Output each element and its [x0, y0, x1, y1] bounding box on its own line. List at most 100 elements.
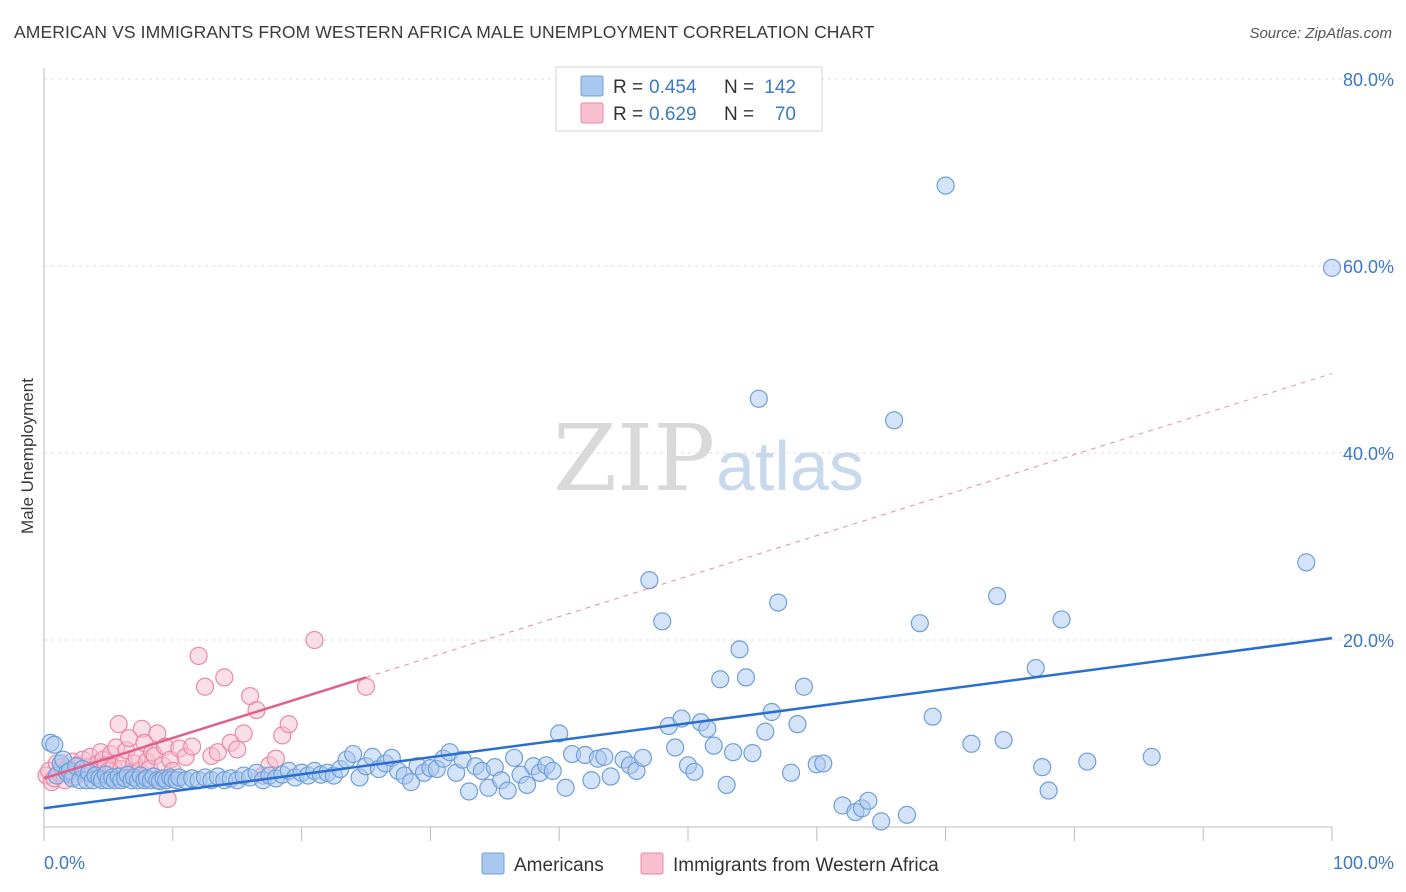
- bottom-legend-label-immigrants: Immigrants from Western Africa: [673, 855, 939, 876]
- data-point: [884, 411, 904, 430]
- data-point: [717, 775, 736, 795]
- data-point: [215, 668, 234, 687]
- data-point: [936, 176, 955, 195]
- y-tick-label: 80.0%: [1343, 70, 1394, 90]
- stats-legend: R = 0.454 N = 142 R = 0.629 N = 70: [555, 66, 823, 132]
- gridlines: [44, 78, 1392, 641]
- data-point: [601, 767, 620, 786]
- data-point: [305, 630, 324, 650]
- watermark-atlas: atlas: [716, 427, 864, 505]
- data-point: [730, 640, 749, 659]
- data-point: [814, 754, 833, 773]
- y-tick-label: 20.0%: [1343, 631, 1394, 651]
- data-point: [183, 737, 202, 756]
- data-point: [962, 734, 981, 753]
- watermark: ZIP atlas: [553, 405, 864, 512]
- bottom-legend-label-americans: Americans: [514, 855, 604, 876]
- source-label: Source: ZipAtlas.com: [1249, 25, 1392, 42]
- data-point: [266, 749, 285, 768]
- legend-n-value-americans: 142: [764, 77, 796, 98]
- data-point: [769, 593, 788, 612]
- data-point: [781, 763, 801, 782]
- data-point: [1026, 658, 1045, 678]
- y-tick-labels: 20.0% 40.0% 60.0% 80.0%: [1343, 70, 1394, 651]
- data-point: [234, 724, 253, 743]
- data-point: [1078, 752, 1097, 771]
- legend-r-label-immigrants: R =: [613, 104, 643, 125]
- data-point: [550, 724, 569, 743]
- data-point: [994, 730, 1013, 750]
- data-point: [517, 775, 537, 795]
- data-point: [788, 715, 807, 734]
- data-point: [595, 747, 614, 766]
- data-point: [195, 677, 215, 696]
- watermark-zip: ZIP: [553, 405, 715, 512]
- x-axis-ticks: [43, 827, 1333, 841]
- data-point: [897, 805, 917, 824]
- x-tick-label-min: 0.0%: [44, 853, 85, 873]
- trend-line-americans: [43, 636, 1333, 810]
- bottom-legend-swatch-immigrants: [640, 852, 664, 875]
- data-point: [711, 670, 730, 689]
- data-point: [505, 748, 524, 767]
- data-point: [556, 778, 575, 797]
- legend-r-value-americans: 0.454: [649, 77, 697, 98]
- data-point: [723, 743, 743, 762]
- data-point: [749, 389, 768, 408]
- data-point: [704, 736, 723, 755]
- data-point: [666, 738, 685, 757]
- data-point: [1322, 258, 1342, 277]
- data-point: [685, 762, 704, 781]
- chart-title: AMERICAN VS IMMIGRANTS FROM WESTERN AFRI…: [14, 22, 875, 42]
- data-point: [923, 707, 942, 726]
- data-point: [988, 586, 1007, 606]
- legend-swatch-immigrants: [580, 102, 604, 124]
- trend-line-immigrants: [43, 676, 367, 780]
- data-point: [208, 743, 227, 762]
- data-point: [158, 789, 177, 809]
- data-point: [1142, 747, 1161, 766]
- y-tick-label: 60.0%: [1343, 257, 1394, 277]
- data-point: [459, 782, 479, 801]
- x-tick-label-max: 100.0%: [1333, 853, 1394, 873]
- data-point: [640, 571, 659, 590]
- data-point: [582, 771, 601, 790]
- data-point: [356, 677, 376, 696]
- y-tick-label: 40.0%: [1343, 444, 1394, 464]
- data-point: [1039, 781, 1058, 800]
- data-point: [401, 773, 421, 792]
- legend-n-value-immigrants: 70: [775, 104, 796, 125]
- legend-r-label-americans: R =: [613, 77, 643, 98]
- data-point: [228, 740, 247, 759]
- data-point: [698, 719, 717, 738]
- legend-n-label-immigrants: N =: [724, 104, 754, 125]
- data-point: [794, 677, 814, 696]
- data-point: [910, 614, 929, 633]
- trend-lines: [43, 373, 1333, 810]
- legend-swatch-americans: [580, 75, 604, 97]
- data-point: [109, 715, 128, 734]
- data-point: [653, 612, 672, 631]
- data-point: [1297, 553, 1316, 572]
- data-point: [189, 646, 208, 665]
- series-legend: Americans Immigrants from Western Africa: [481, 852, 939, 876]
- y-axis-label: Male Unemployment: [18, 378, 37, 534]
- bottom-legend-swatch-americans: [481, 852, 505, 875]
- data-point: [543, 761, 562, 781]
- data-point: [1052, 610, 1071, 629]
- data-point: [45, 735, 64, 754]
- data-point: [756, 722, 775, 741]
- data-point: [872, 812, 891, 831]
- data-point: [736, 668, 756, 687]
- data-point: [633, 748, 653, 767]
- data-point: [859, 791, 878, 810]
- legend-r-value-immigrants: 0.629: [649, 104, 697, 125]
- data-point: [344, 744, 363, 764]
- data-point: [279, 715, 298, 734]
- legend-n-label-americans: N =: [724, 77, 754, 98]
- data-point: [743, 744, 762, 763]
- data-point: [1033, 758, 1052, 777]
- trend-line-immigrants-extension: [365, 373, 1333, 678]
- data-point: [498, 781, 517, 800]
